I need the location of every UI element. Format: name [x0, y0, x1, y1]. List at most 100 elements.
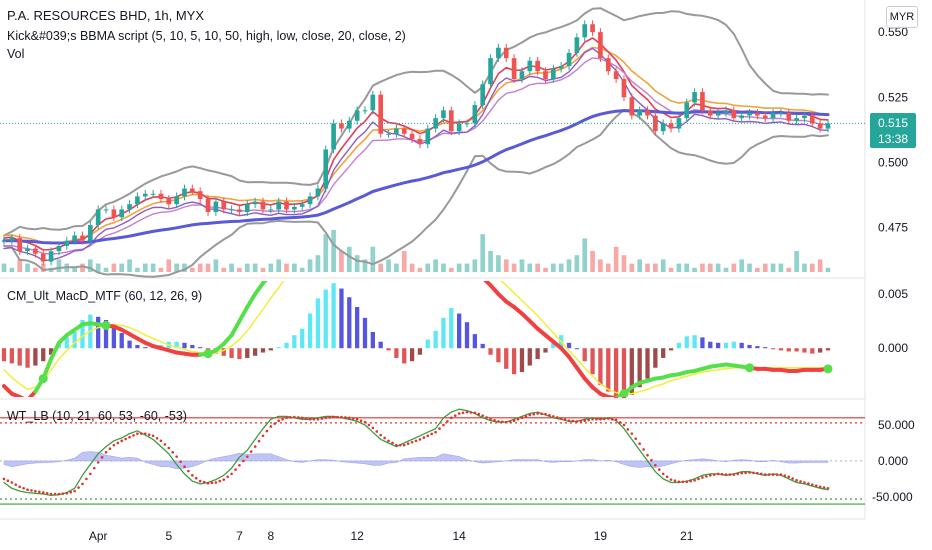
macd-histogram-bar	[637, 348, 642, 388]
macd-line-segment	[357, 229, 365, 232]
wt-pane[interactable]	[0, 408, 865, 505]
volume-bar	[794, 251, 799, 272]
candle-body	[488, 58, 493, 85]
macd-histogram-bar	[417, 348, 423, 355]
volume-bar	[551, 263, 556, 272]
macd-histogram-bar	[433, 330, 438, 349]
wt2-dot	[697, 477, 700, 481]
wt2-dot	[194, 476, 198, 480]
macd-histogram-bar	[472, 334, 477, 349]
wt2-dot	[38, 490, 41, 494]
candle-body	[739, 115, 745, 119]
wt2-dot	[759, 472, 763, 476]
volume-bar	[394, 263, 399, 272]
candle-body	[158, 193, 164, 199]
macd-histogram-bar	[198, 347, 203, 349]
wt2-dot	[34, 489, 37, 493]
wt2-dot	[273, 422, 277, 425]
candle-body	[40, 253, 46, 262]
macd-histogram-bar	[535, 348, 540, 360]
time-tick-label: 21	[680, 529, 694, 543]
volume-bar	[260, 267, 266, 272]
macd-line-segment	[373, 233, 381, 236]
candle-body	[87, 225, 93, 241]
wt2-dot	[340, 415, 343, 419]
wt2-dot	[147, 433, 151, 437]
candle-body	[331, 123, 336, 150]
macd-histogram-bar	[794, 348, 799, 352]
macd-line-segment	[443, 253, 451, 256]
candle-body	[182, 188, 187, 197]
wt2-dot	[618, 421, 622, 424]
wt2-dot	[795, 479, 798, 482]
candle-body	[1, 240, 7, 242]
wt2-dot	[575, 420, 579, 423]
wt2-dot	[763, 473, 767, 476]
wt-tick-label: 50.000	[878, 418, 915, 432]
candle-body	[637, 110, 642, 116]
wt2-dot	[516, 417, 520, 421]
macd-legend[interactable]: CM_Ult_MacD_MTF (60, 12, 26, 9)	[7, 289, 203, 303]
wt2-dot	[375, 430, 379, 433]
macd-histogram-bar	[582, 348, 587, 362]
macd-histogram-bar	[598, 348, 603, 386]
wt2-dot	[716, 472, 720, 476]
candle-body	[409, 133, 415, 139]
wt2-dot	[61, 492, 65, 495]
volume-bar	[9, 267, 15, 272]
currency-button[interactable]: MYR	[886, 6, 918, 28]
macd-histogram-bar	[17, 348, 22, 366]
wavetrend-legend[interactable]: WT_LB (10, 21, 60, 53, -60, -53)	[7, 409, 187, 423]
macd-histogram-bar	[1, 348, 7, 362]
macd-tick-label: 0.000	[878, 341, 908, 355]
volume-bar	[558, 263, 564, 272]
candle-body	[127, 204, 132, 210]
wt2-dot	[811, 483, 814, 486]
candle-body	[535, 60, 540, 72]
wt2-dot	[210, 481, 214, 485]
candle-body	[660, 123, 666, 132]
volume-bar	[33, 267, 38, 272]
wt2-dot	[520, 416, 524, 420]
wt2-dot	[673, 479, 677, 483]
wt2-dot	[269, 425, 273, 428]
wt2-dot	[681, 480, 685, 484]
time-axis[interactable]: Apr 5 7 8 12 14 19 21	[89, 529, 694, 543]
candle-body	[723, 110, 729, 113]
macd-line-segment	[436, 251, 444, 253]
macd-histogram-bar	[684, 336, 689, 349]
wt2-dot	[807, 482, 810, 485]
bbma-indicator-legend[interactable]: Kick&#039;s BBMA script (5, 10, 5, 10, 5…	[7, 29, 406, 43]
price-pane[interactable]	[0, 7, 865, 278]
wt2-dot	[316, 417, 320, 421]
macd-histogram-bar	[653, 348, 658, 368]
macd-histogram-bar	[818, 348, 823, 353]
macd-histogram-bar	[519, 348, 525, 373]
candle-body	[511, 58, 517, 80]
macd-histogram-bar	[480, 343, 485, 349]
wt2-dot	[395, 443, 398, 447]
wt2-dot	[120, 439, 124, 443]
wt2-dot	[57, 492, 61, 496]
wt2-dot	[548, 413, 551, 417]
macd-histogram-bar	[103, 320, 109, 349]
wt2-dot	[249, 450, 253, 453]
wt-tick-label: -50.000	[872, 490, 913, 504]
ema10-high-line	[3, 46, 829, 245]
volume-bar	[221, 267, 227, 272]
volume-bar	[244, 263, 250, 272]
volume-bar	[25, 263, 30, 272]
macd-line-segment	[334, 224, 342, 227]
volume-bar	[166, 259, 172, 272]
macd-histogram-bar	[488, 348, 493, 355]
macd-last-dot	[823, 364, 833, 374]
candle-body	[747, 112, 752, 116]
macd-pane[interactable]	[1, 221, 833, 400]
volume-bar	[770, 263, 776, 272]
wt2-dot	[406, 442, 410, 445]
wt2-dot	[477, 412, 481, 416]
volume-legend[interactable]: Vol	[7, 47, 25, 61]
price-axis[interactable]: 0.550 0.525 0.500 0.475 0.005 0.000 50.000 0.00…	[872, 25, 915, 504]
candle-body	[645, 110, 650, 116]
